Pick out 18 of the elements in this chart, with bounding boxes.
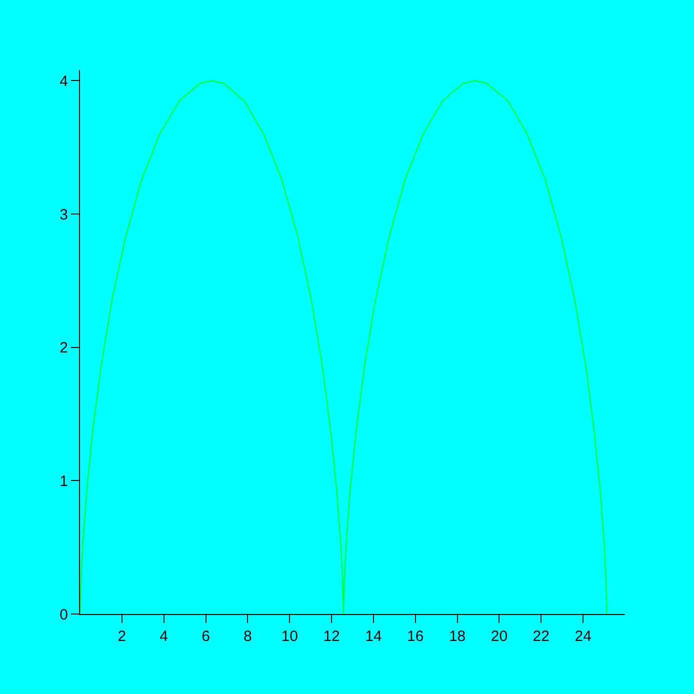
x-tick-label: 16 bbox=[407, 628, 424, 645]
y-tick-label: 3 bbox=[60, 206, 68, 224]
y-tick-label: 1 bbox=[60, 472, 68, 490]
x-tick-label: 6 bbox=[202, 628, 210, 645]
x-tick-label: 10 bbox=[281, 628, 298, 645]
x-tick-label: 18 bbox=[448, 628, 466, 645]
y-tick-label: 2 bbox=[60, 340, 68, 357]
x-tick-label: 22 bbox=[532, 628, 550, 645]
line-series bbox=[80, 80, 608, 614]
y-tick-label: 0 bbox=[60, 606, 68, 624]
x-tick-label: 20 bbox=[490, 628, 508, 645]
x-tick-label: 14 bbox=[365, 628, 382, 645]
x-tick-label: 24 bbox=[574, 628, 592, 645]
x-tick-label: 2 bbox=[118, 628, 126, 645]
x-tick-label: 8 bbox=[244, 628, 252, 645]
x-tick-label: 4 bbox=[160, 628, 168, 645]
x-tick-label: 12 bbox=[323, 628, 340, 645]
y-tick-label: 4 bbox=[60, 72, 68, 90]
